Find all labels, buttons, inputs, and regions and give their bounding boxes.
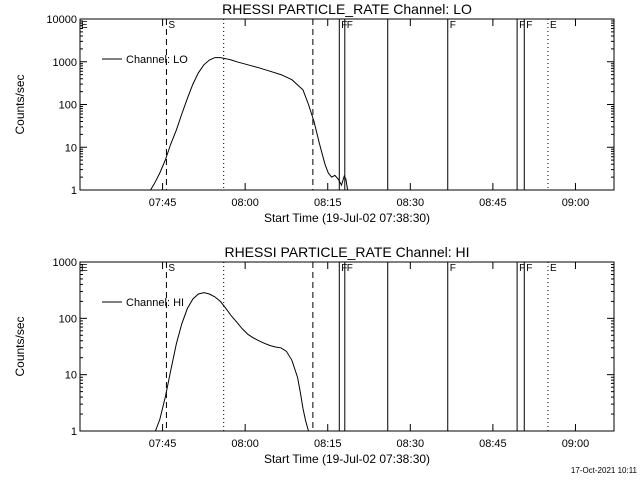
event-marker-F: F — [519, 20, 525, 31]
x-axis-label: Start Time (19-Jul-02 07:38:30) — [264, 211, 430, 225]
event-marker-E: E — [550, 263, 557, 274]
x-tick-label: 08:45 — [479, 438, 507, 450]
event-marker-F: F — [347, 20, 353, 31]
panel-0: RHESSI PARTICLE_RATE Channel: LOSFFFFFEE… — [13, 1, 615, 225]
y-tick-label: 1 — [71, 185, 77, 197]
event-marker-corner: E — [81, 20, 88, 31]
y-tick-label: 100 — [59, 313, 77, 325]
event-marker-E: E — [550, 20, 557, 31]
x-tick-label: 08:00 — [231, 438, 259, 450]
chart-title: RHESSI PARTICLE_RATE Channel: HI — [224, 244, 469, 260]
y-tick-label: 10 — [65, 370, 77, 382]
x-tick-label: 08:15 — [314, 438, 342, 450]
event-marker-F: F — [519, 263, 525, 274]
y-tick-label: 10 — [65, 142, 77, 154]
event-marker-F: F — [450, 263, 456, 274]
series-line-0 — [154, 292, 309, 431]
y-tick-label: 100 — [59, 100, 77, 112]
y-axis-label: Counts/sec — [13, 316, 27, 376]
x-tick-label: 09:00 — [562, 197, 590, 209]
date-stamp: 17-Oct-2021 10:11 — [571, 466, 638, 475]
event-marker-F: F — [347, 263, 353, 274]
x-tick-label: 08:00 — [231, 197, 259, 209]
plot-frame — [79, 18, 615, 191]
chart-title: RHESSI PARTICLE_RATE Channel: LO — [222, 1, 472, 17]
legend-label: Channel: HI — [126, 297, 184, 309]
event-marker-corner: E — [81, 263, 88, 274]
x-tick-label: 08:30 — [397, 438, 425, 450]
legend-label: Channel: LO — [126, 54, 188, 66]
x-tick-label: 07:45 — [149, 438, 177, 450]
x-tick-label: 07:45 — [149, 197, 177, 209]
y-axis-label: Counts/sec — [13, 74, 27, 134]
event-marker-S: S — [168, 263, 175, 274]
x-axis-label: Start Time (19-Jul-02 07:38:30) — [264, 452, 430, 466]
x-tick-label: 08:45 — [479, 197, 507, 209]
series-line-0 — [150, 57, 349, 190]
event-marker-F: F — [526, 20, 532, 31]
x-tick-label: 08:30 — [397, 197, 425, 209]
panel-1: RHESSI PARTICLE_RATE Channel: HISFFFFFEE… — [13, 244, 615, 466]
y-tick-label: 1000 — [53, 57, 77, 69]
x-tick-label: 09:00 — [562, 438, 590, 450]
y-tick-label: 10000 — [46, 14, 77, 26]
event-marker-F: F — [526, 263, 532, 274]
event-marker-S: S — [168, 20, 175, 31]
event-marker-F: F — [450, 20, 456, 31]
x-tick-label: 08:15 — [314, 197, 342, 209]
y-tick-label: 1 — [71, 426, 77, 438]
plot-frame — [79, 261, 615, 432]
y-tick-label: 1000 — [53, 257, 77, 269]
